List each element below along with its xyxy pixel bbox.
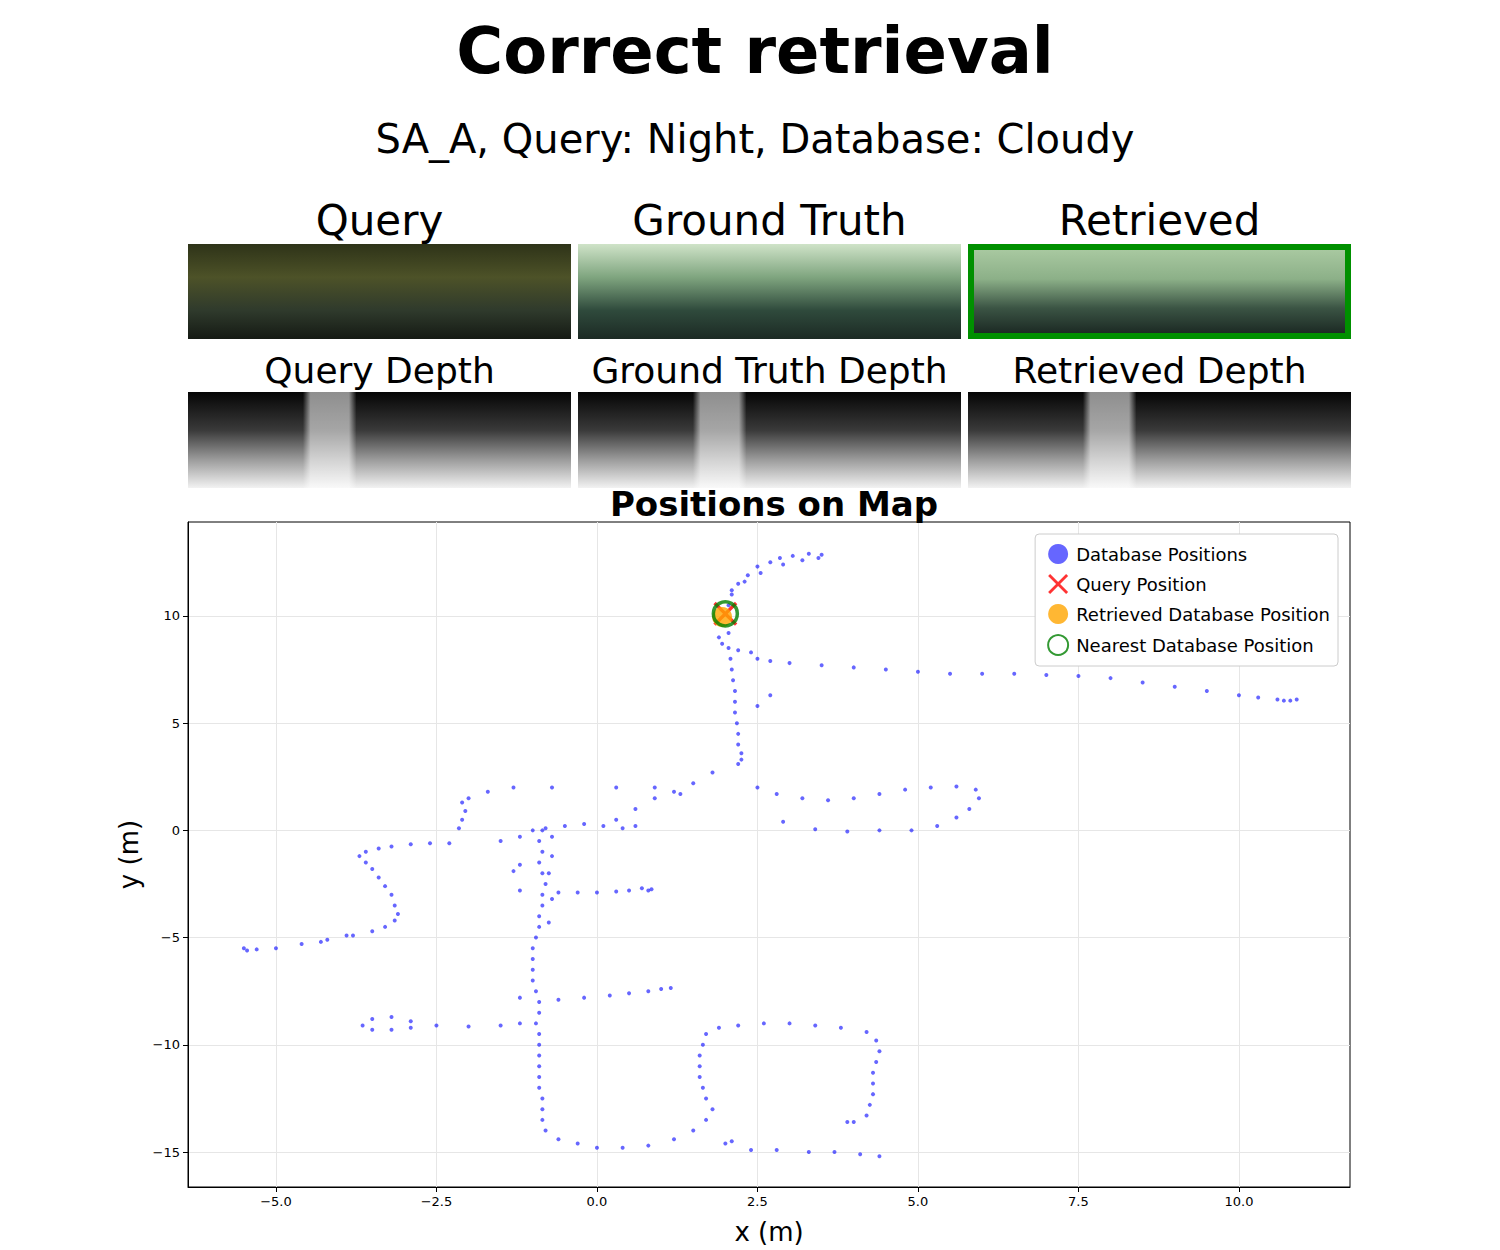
svg-text:Nearest Database Position: Nearest Database Position: [1076, 635, 1314, 656]
html-text:Ground Truth Depth: Ground Truth Depth: [591, 350, 948, 391]
html-text:Retrieved: Retrieved: [1058, 196, 1261, 245]
svg-text:0: 0: [172, 823, 180, 838]
svg-text:10: 10: [163, 608, 180, 623]
svg-text:SA_A, Query: Night, Database:: SA_A, Query: Night, Database: Cloudy: [375, 116, 1134, 163]
html-text:Retrieved Depth: Retrieved Depth: [1012, 350, 1307, 391]
html-text:Ground Truth: Ground Truth: [632, 196, 907, 245]
svg-text:−15: −15: [153, 1145, 180, 1160]
svg-text:0.0: 0.0: [587, 1194, 608, 1209]
svg-text:7.5: 7.5: [1068, 1194, 1089, 1209]
svg-text:−2.5: −2.5: [421, 1194, 453, 1209]
svg-text:−5: −5: [161, 930, 180, 945]
html-text:Query: Query: [315, 196, 444, 245]
svg-text:Query Position: Query Position: [1076, 574, 1207, 595]
svg-text:Database Positions: Database Positions: [1076, 544, 1247, 565]
svg-text:Positions on Map: Positions on Map: [610, 484, 938, 524]
svg-text:−5.0: −5.0: [260, 1194, 292, 1209]
svg-text:−10: −10: [153, 1037, 180, 1052]
svg-text:10.0: 10.0: [1224, 1194, 1253, 1209]
svg-text:5.0: 5.0: [908, 1194, 929, 1209]
svg-text:x (m): x (m): [734, 1217, 803, 1247]
svg-text:2.5: 2.5: [747, 1194, 768, 1209]
html-text:Query Depth: Query Depth: [264, 350, 495, 391]
svg-text:y (m): y (m): [114, 820, 144, 889]
svg-text:Retrieved Database Position: Retrieved Database Position: [1076, 604, 1330, 625]
svg-text:5: 5: [172, 716, 180, 731]
svg-text:Correct retrieval: Correct retrieval: [456, 14, 1054, 88]
